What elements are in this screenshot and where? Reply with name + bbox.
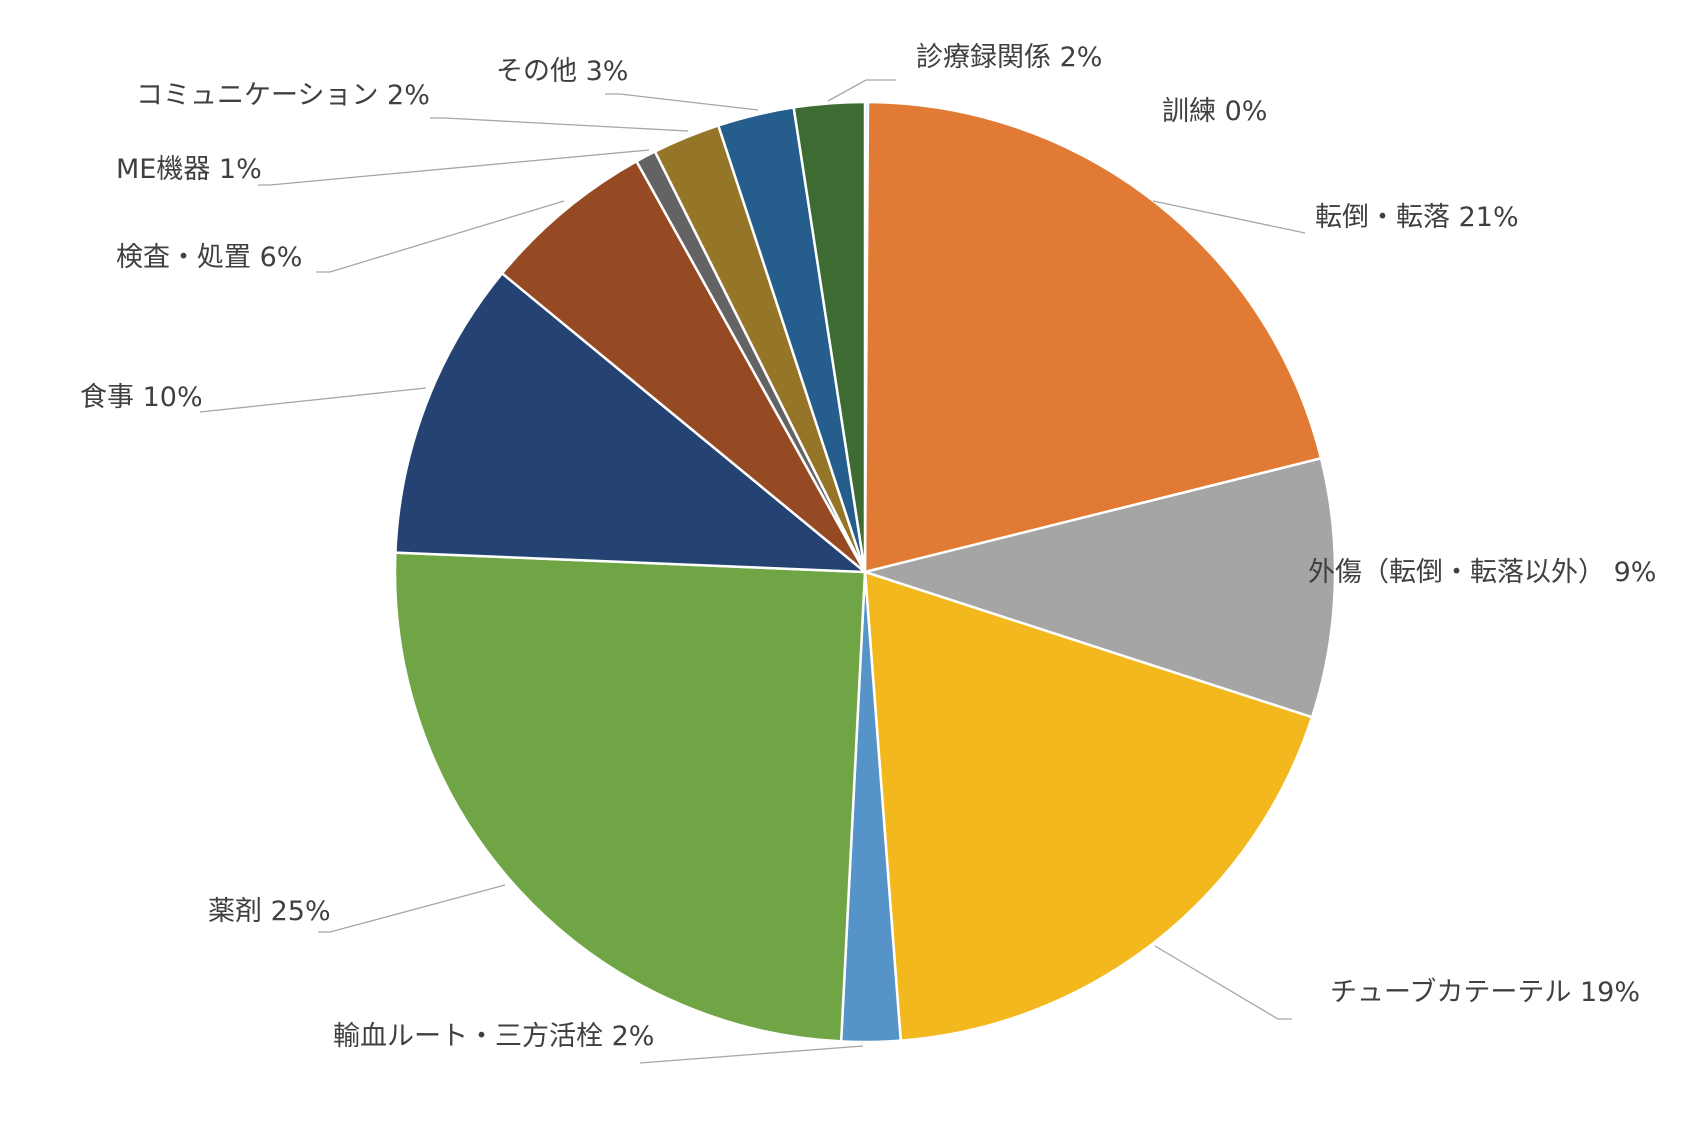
leader-line	[827, 79, 896, 102]
slice-data-label: 診療録関係 2%	[916, 42, 1102, 73]
leader-line	[1154, 945, 1292, 1020]
leader-line	[318, 884, 506, 933]
pie-slice	[792, 100, 867, 573]
leader-line	[199, 387, 427, 413]
slice-data-label: 外傷（転倒・転落以外） 9%	[1308, 557, 1656, 588]
slice-data-label: 食事 10%	[80, 382, 203, 413]
pie-slice	[394, 271, 869, 574]
slice-labels: 訓練 0% 転倒・転落 21% 外傷（転倒・転落以外） 9% チューブカテーテル 19…	[80, 42, 1656, 1052]
pie-slice	[863, 100, 1323, 574]
pie-slice	[863, 570, 1314, 1042]
slice-data-label: コミュニケーション 2%	[136, 80, 430, 111]
slice-data-label: ME機器 1%	[116, 154, 262, 185]
slice-data-label: その他 3%	[496, 56, 628, 87]
leader-line	[1152, 200, 1306, 234]
slice-data-label: 転倒・転落 21%	[1315, 202, 1519, 233]
leader-line	[258, 149, 650, 186]
pie-slice	[500, 159, 867, 573]
pie-slices	[393, 100, 1337, 1044]
leader-line	[605, 93, 759, 111]
slice-data-label: 薬剤 25%	[208, 896, 331, 927]
slice-data-label: 訓練 0%	[1162, 96, 1267, 127]
leader-lines	[199, 79, 1306, 1064]
leader-line	[639, 1045, 864, 1064]
leader-line	[316, 200, 565, 273]
slice-data-label: 検査・処置 6%	[116, 242, 302, 273]
pie-slice	[860, 456, 1337, 719]
slice-data-label: 輸血ルート・三方活栓 2%	[333, 1021, 654, 1052]
pie-slice	[393, 551, 867, 1043]
slice-data-label: チューブカテーテル 19%	[1330, 977, 1640, 1008]
leader-line	[430, 117, 689, 132]
